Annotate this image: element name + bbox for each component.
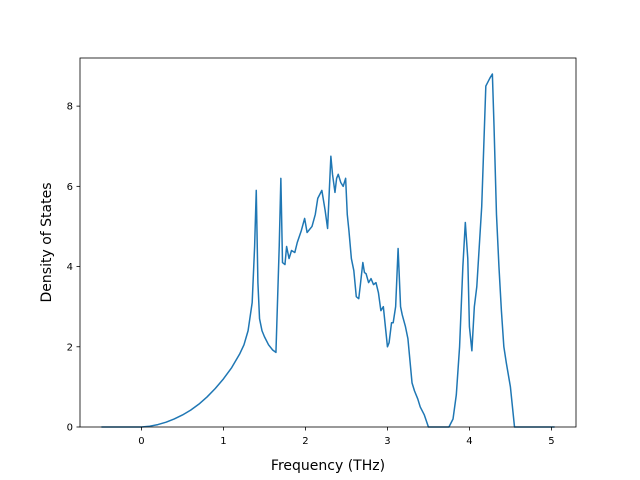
- y-axis-ticks: 0 2 4 6 8: [67, 102, 80, 434]
- y-tick-label: 8: [67, 102, 73, 113]
- y-tick-label: 6: [67, 182, 73, 193]
- x-tick-label: 5: [548, 436, 554, 447]
- x-tick-label: 2: [302, 436, 308, 447]
- y-tick-label: 2: [67, 342, 73, 353]
- x-tick-label: 1: [220, 436, 226, 447]
- y-axis-label: Density of States: [39, 183, 55, 303]
- series-line-dos: [101, 73, 555, 428]
- x-tick-label: 4: [466, 436, 472, 447]
- x-axis-ticks: 0 1 2 3 4 5: [138, 427, 555, 447]
- x-tick-label: 0: [138, 436, 144, 447]
- plot-area: [101, 73, 555, 428]
- x-tick-label: 3: [384, 436, 390, 447]
- y-tick-label: 4: [67, 262, 73, 273]
- axes-frame: [79, 57, 577, 428]
- y-tick-label: 0: [67, 423, 73, 434]
- x-axis-label: Frequency (THz): [271, 458, 385, 474]
